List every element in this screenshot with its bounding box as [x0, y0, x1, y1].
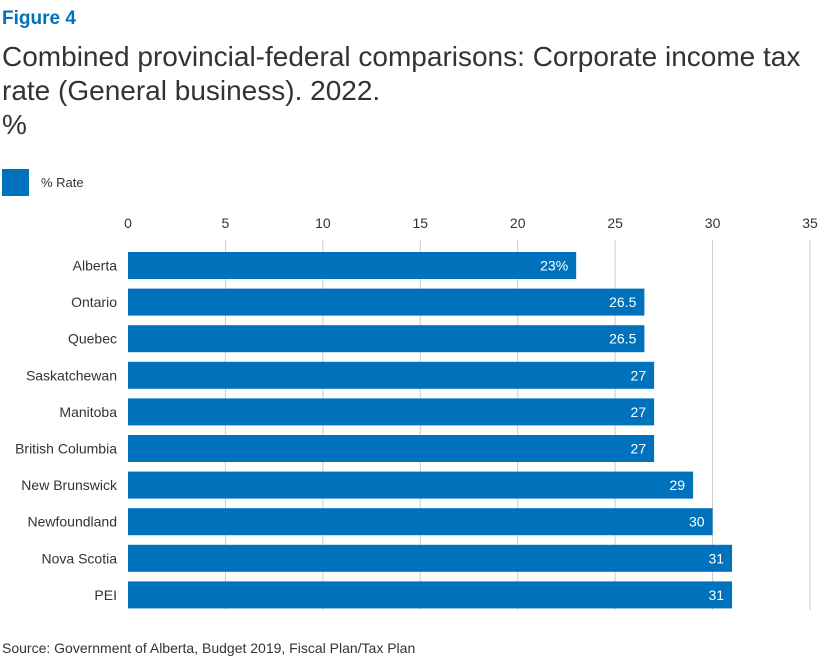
- x-tick-label-35: 35: [802, 215, 818, 231]
- figure-label: Figure 4: [2, 8, 76, 29]
- category-label-british-columbia: British Columbia: [15, 441, 117, 457]
- data-label-manitoba: 27: [631, 404, 647, 420]
- x-tick-label-10: 10: [315, 215, 331, 231]
- data-label-quebec: 26.5: [609, 331, 636, 347]
- data-label-pei: 31: [708, 587, 724, 603]
- source-note: Source: Government of Alberta, Budget 20…: [2, 640, 416, 656]
- x-tick-label-5: 5: [222, 215, 230, 231]
- x-tick-label-30: 30: [705, 215, 721, 231]
- bar-new-brunswick: [128, 471, 694, 499]
- legend: % Rate: [2, 168, 84, 196]
- bar-alberta: [128, 252, 577, 279]
- legend-swatch: [2, 168, 29, 196]
- x-tick-label-25: 25: [607, 215, 623, 231]
- x-tick-label-20: 20: [510, 215, 526, 231]
- bar-pei: [128, 581, 733, 609]
- data-label-nova-scotia: 31: [708, 550, 724, 566]
- data-label-alberta: 23%: [540, 258, 568, 274]
- chart-title-text: Combined provincial-federal comparisons:…: [2, 41, 801, 106]
- category-label-nova-scotia: Nova Scotia: [42, 550, 118, 566]
- bar-ontario: [128, 288, 645, 316]
- category-label-quebec: Quebec: [68, 331, 117, 347]
- bar-british-columbia: [128, 435, 655, 462]
- data-label-new-brunswick: 29: [670, 477, 686, 493]
- category-label-new-brunswick: New Brunswick: [21, 477, 118, 493]
- data-label-ontario: 26.5: [609, 294, 636, 310]
- chart-unit: %: [2, 109, 27, 140]
- data-label-british-columbia: 27: [631, 441, 647, 457]
- bar-newfoundland: [128, 508, 713, 536]
- bar-chart: 0 5 10 15 20 25 30 35 Alberta 23% Ontario 26.5 Quebe…: [15, 215, 818, 610]
- category-label-pei: PEI: [94, 587, 117, 603]
- category-label-newfoundland: Newfoundland: [27, 514, 117, 530]
- bar-manitoba: [128, 398, 655, 426]
- chart-title: Combined provincial-federal comparisons:…: [2, 40, 817, 142]
- bar-saskatchewan: [128, 361, 655, 389]
- category-label-saskatchewan: Saskatchewan: [26, 367, 117, 383]
- x-tick-label-15: 15: [412, 215, 428, 231]
- data-label-saskatchewan: 27: [631, 367, 647, 383]
- x-tick-label-0: 0: [124, 215, 132, 231]
- category-label-alberta: Alberta: [73, 258, 118, 274]
- category-label-manitoba: Manitoba: [59, 404, 117, 420]
- legend-label: % Rate: [41, 174, 84, 190]
- data-label-newfoundland: 30: [689, 514, 705, 530]
- bar-nova-scotia: [128, 544, 733, 572]
- bar-quebec: [128, 325, 645, 353]
- category-label-ontario: Ontario: [71, 294, 117, 310]
